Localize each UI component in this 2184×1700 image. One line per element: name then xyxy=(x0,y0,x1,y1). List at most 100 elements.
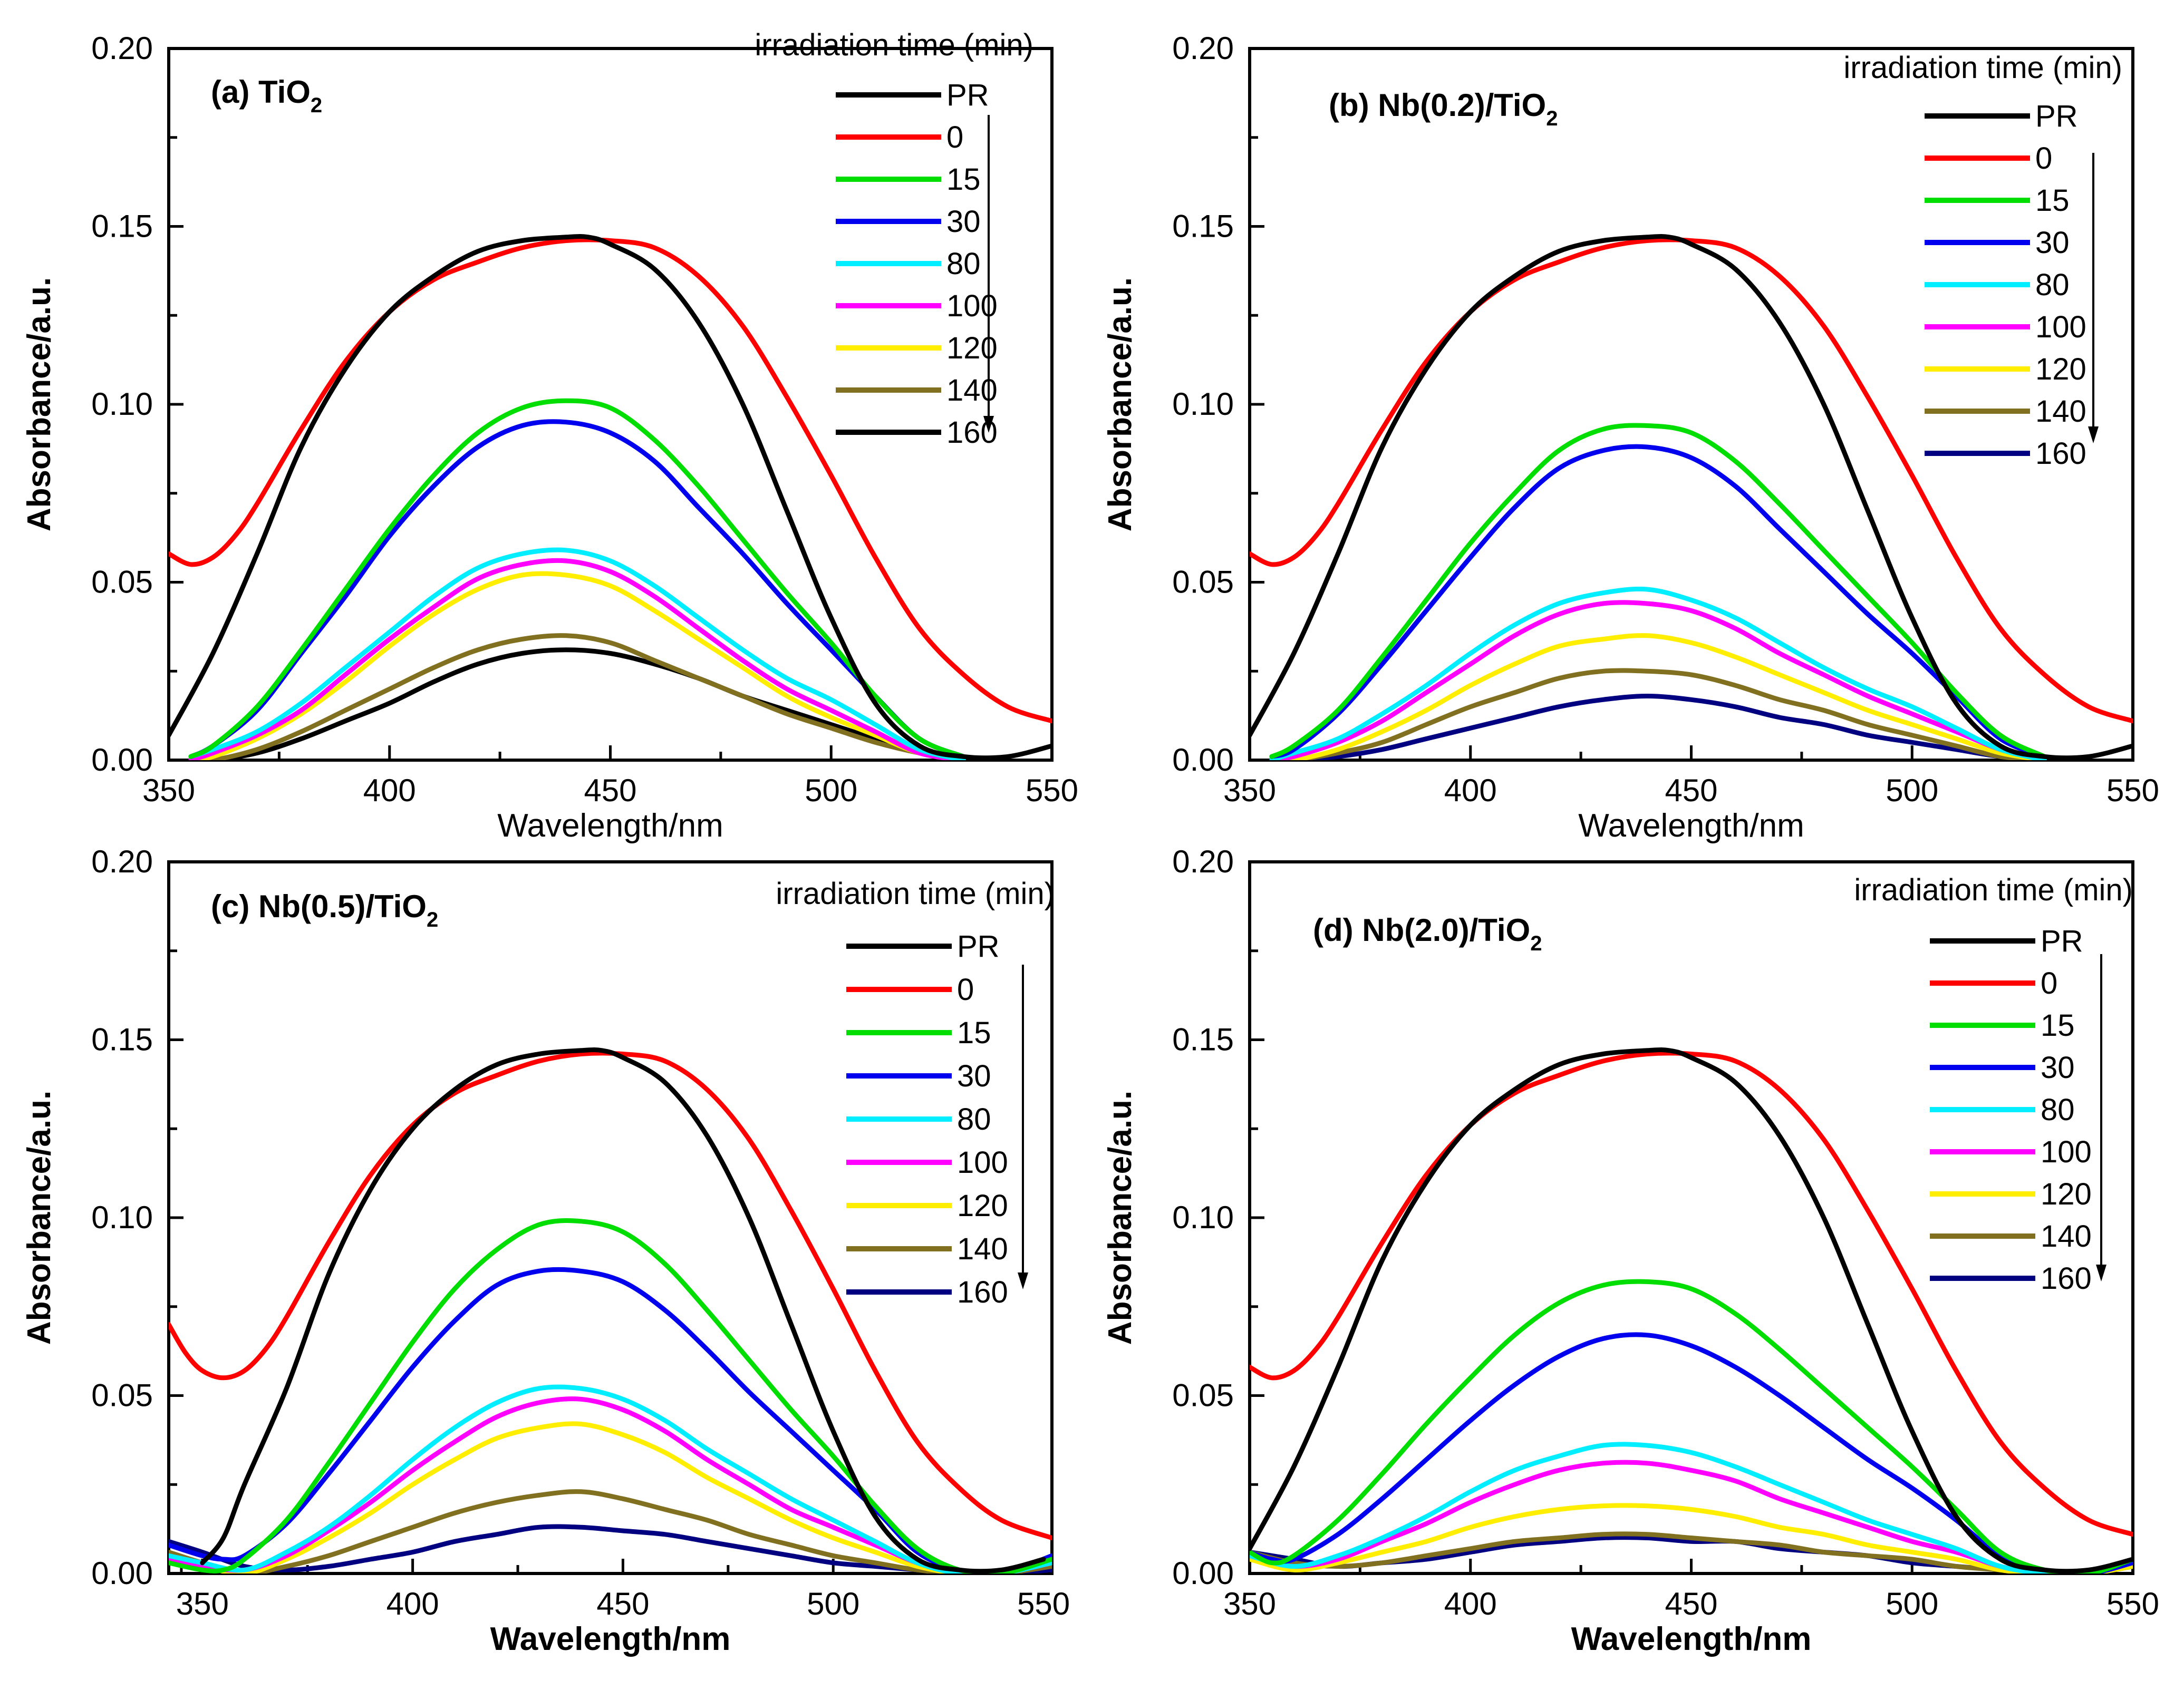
y-tick-label: 0.10 xyxy=(91,386,153,422)
chart-panel-2: 350 400 450 500 550 0.00 0.05 0.10 0.15 0.20 Wavel… xyxy=(1102,31,2159,844)
legend-label-100: 100 xyxy=(2035,310,2086,344)
legend-label-140: 140 xyxy=(957,1232,1008,1266)
legend-label-30: 30 xyxy=(946,205,981,239)
legend-label-PR: PR xyxy=(957,929,1000,964)
trend-arrow-head xyxy=(2088,426,2099,443)
legend-label-PR: PR xyxy=(946,78,989,112)
series-line-100 xyxy=(1269,600,2047,760)
series-line-140 xyxy=(169,1489,1052,1573)
series-line-PR xyxy=(1250,234,2133,760)
legend-label-120: 120 xyxy=(2041,1177,2092,1211)
y-axis-title: Absorbance/a.u. xyxy=(21,1091,57,1345)
x-tick-label: 400 xyxy=(363,773,416,808)
x-axis-title: Wavelength/nm xyxy=(1571,1621,1812,1657)
x-tick-label: 550 xyxy=(1026,773,1078,808)
trend-arrow-head xyxy=(1018,1272,1028,1289)
x-tick-label: 500 xyxy=(805,773,857,808)
series-line-160 xyxy=(188,647,966,760)
y-tick-label: 0.05 xyxy=(91,565,153,600)
series-line-120 xyxy=(1269,633,2047,760)
y-tick-label: 0.05 xyxy=(1172,565,1234,600)
panel-title: (d) Nb(2.0)/TiO2 xyxy=(1313,912,1542,955)
series-line-80 xyxy=(1269,586,2047,760)
y-tick-label: 0.00 xyxy=(1172,1556,1234,1591)
legend-label-160: 160 xyxy=(2041,1261,2092,1296)
legend-label-160: 160 xyxy=(2035,436,2086,471)
x-tick-label: 450 xyxy=(1665,773,1717,808)
x-axis-title: Wavelength/nm xyxy=(490,1621,731,1657)
y-tick-label: 0.00 xyxy=(91,742,153,778)
x-axis-title: Wavelength/nm xyxy=(1578,808,1804,844)
x-tick-label: 450 xyxy=(1665,1586,1717,1621)
legend-label-30: 30 xyxy=(2041,1051,2075,1085)
series-line-80 xyxy=(169,1384,1052,1573)
legend-title: irradiation time (min) xyxy=(755,28,1033,62)
legend-label-140: 140 xyxy=(2035,394,2086,429)
y-tick-label: 0.10 xyxy=(1172,386,1234,422)
x-tick-label: 500 xyxy=(1886,1586,1938,1621)
series-line-120 xyxy=(188,571,966,760)
legend-label-160: 160 xyxy=(957,1275,1008,1309)
x-tick-label: 450 xyxy=(596,1586,649,1621)
legend: irradiation time (min) PR 0 15 30 80 100 120 140… xyxy=(1843,51,2122,471)
x-tick-label: 550 xyxy=(2106,1586,2159,1621)
trend-arrow-head xyxy=(983,416,994,433)
legend-label-80: 80 xyxy=(2041,1093,2075,1127)
legend-label-80: 80 xyxy=(957,1102,991,1136)
series-group xyxy=(169,234,1052,760)
panel-title-subscript: 2 xyxy=(1546,107,1558,130)
legend: irradiation time (min) PR 0 15 30 80 100 120 140… xyxy=(776,877,1055,1309)
legend-label-120: 120 xyxy=(2035,352,2086,386)
series-line-140 xyxy=(188,633,966,760)
legend-label-0: 0 xyxy=(946,120,963,154)
panel-title: (b) Nb(0.2)/TiO2 xyxy=(1329,88,1558,130)
series-line-120 xyxy=(1250,1503,2133,1573)
series-line-120 xyxy=(169,1421,1052,1573)
series-line-100 xyxy=(188,558,966,760)
legend: irradiation time (min) PR 0 15 30 80 100 120 140… xyxy=(1854,873,2133,1296)
legend-label-100: 100 xyxy=(946,289,998,323)
x-axis-title: Wavelength/nm xyxy=(497,808,723,844)
chart-panel-4: 350 400 450 500 550 0.00 0.05 0.10 0.15 0.20 Wavel… xyxy=(1102,844,2159,1657)
panel-title-subscript: 2 xyxy=(1530,932,1542,955)
x-tick-label: 350 xyxy=(1223,1586,1276,1621)
panel-title-main: (d) Nb(2.0)/TiO xyxy=(1313,912,1530,948)
x-tick-label: 450 xyxy=(584,773,636,808)
panel-title-main: (b) Nb(0.2)/TiO xyxy=(1329,88,1546,123)
x-tick-label: 350 xyxy=(142,773,195,808)
legend-label-80: 80 xyxy=(2035,268,2070,302)
y-tick-label: 0.15 xyxy=(1172,209,1234,244)
y-tick-label: 0.10 xyxy=(91,1200,153,1235)
legend-label-30: 30 xyxy=(2035,226,2070,260)
series-line-PR xyxy=(169,234,1052,760)
legend-label-0: 0 xyxy=(2041,966,2057,1000)
series-line-140 xyxy=(1269,668,2047,760)
series-line-80 xyxy=(1250,1442,2133,1573)
panel-title-main: (a) TiO xyxy=(211,74,311,110)
x-tick-label: 350 xyxy=(176,1586,229,1621)
legend-label-120: 120 xyxy=(957,1189,1008,1223)
legend-label-15: 15 xyxy=(2035,183,2070,218)
panel-title-subscript: 2 xyxy=(311,94,322,117)
legend-title: irradiation time (min) xyxy=(776,877,1055,911)
series-line-30 xyxy=(1250,1332,2133,1573)
y-tick-label: 0.15 xyxy=(91,209,153,244)
series-line-80 xyxy=(188,547,966,760)
chart-panel-3: 350 400 450 500 550 0.00 0.05 0.10 0.15 0.20 Wavel… xyxy=(21,844,1070,1657)
x-tick-label: 550 xyxy=(2106,773,2159,808)
legend-label-15: 15 xyxy=(2041,1008,2075,1043)
panel-title-main: (c) Nb(0.5)/TiO xyxy=(211,889,427,924)
legend-label-80: 80 xyxy=(946,247,981,281)
legend-label-140: 140 xyxy=(946,373,998,407)
legend-label-0: 0 xyxy=(957,973,974,1007)
legend-label-100: 100 xyxy=(957,1145,1008,1180)
x-tick-label: 400 xyxy=(1444,1586,1497,1621)
chart-panel-1: 350 400 450 500 550 0.00 0.05 0.10 0.15 0.20 Wavel… xyxy=(21,28,1078,844)
y-axis-title: Absorbance/a.u. xyxy=(1102,1091,1138,1345)
legend-label-15: 15 xyxy=(946,162,981,197)
y-axis-title: Absorbance/a.u. xyxy=(21,277,57,531)
y-tick-label: 0.20 xyxy=(91,844,153,879)
legend-label-30: 30 xyxy=(957,1059,991,1093)
panel-title-subscript: 2 xyxy=(427,908,438,931)
legend-label-15: 15 xyxy=(957,1016,991,1050)
